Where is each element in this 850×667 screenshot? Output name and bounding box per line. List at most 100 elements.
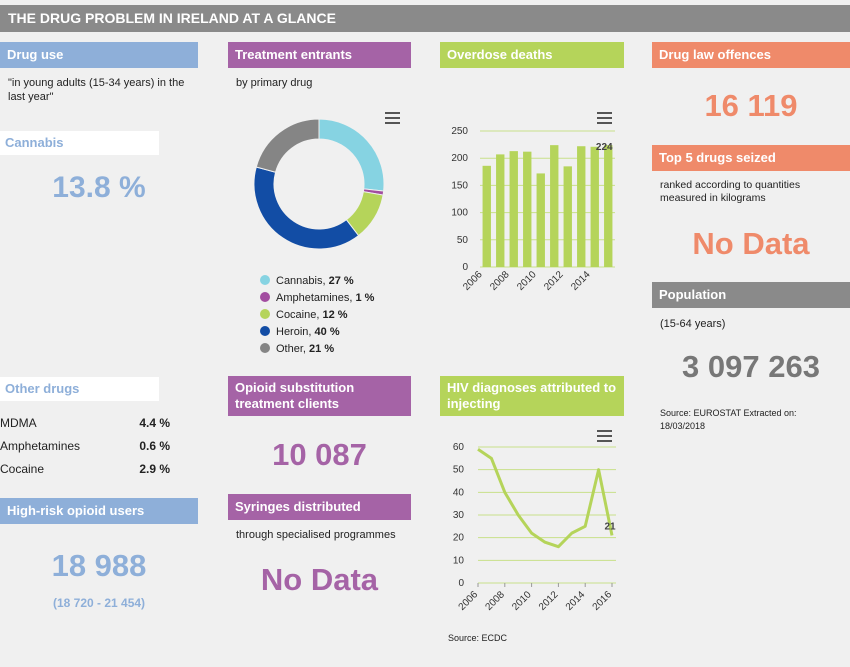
bar[interactable]	[509, 151, 518, 267]
other-drug-value: 4.4 %	[139, 416, 170, 430]
menu-icon[interactable]	[385, 112, 400, 124]
drug-law-value: 16 119	[704, 88, 798, 123]
other-drug-name: MDMA	[0, 416, 37, 430]
legend-label: Amphetamines	[276, 292, 350, 304]
legend-value: 21 %	[309, 343, 335, 355]
x-tick-label: 2012	[542, 269, 566, 293]
seized-value: No Data	[692, 226, 810, 261]
y-tick-label: 40	[453, 487, 465, 498]
y-tick-label: 100	[451, 208, 468, 219]
overdose-header: Overdose deaths	[440, 42, 624, 68]
other-drug-row: MDMA 4.4 %	[0, 416, 170, 430]
y-tick-label: 0	[458, 578, 464, 589]
y-tick-label: 50	[453, 465, 465, 476]
high-risk-range: (18 720 - 21 454)	[52, 596, 146, 610]
seized-subtitle: ranked according to quantities measured …	[660, 179, 801, 204]
legend-item[interactable]: Cannabis, 27 %	[260, 273, 354, 289]
legend-label: Cocaine	[276, 309, 317, 321]
treatment-header: Treatment entrants	[228, 42, 411, 68]
legend-label: Other	[276, 343, 303, 355]
legend-value: 1 %	[355, 292, 375, 304]
menu-icon[interactable]	[597, 430, 612, 442]
bar[interactable]	[590, 146, 599, 267]
cannabis-label: Cannabis	[0, 131, 159, 155]
bar[interactable]	[604, 145, 613, 267]
y-tick-label: 250	[451, 126, 468, 137]
other-drug-value: 2.9 %	[139, 462, 170, 476]
x-tick-label: 2010	[515, 269, 539, 293]
hiv-source: Source: ECDC	[448, 633, 508, 643]
drug-use-desc: "in young adults (15-34 years) in the la…	[8, 77, 185, 103]
syringes-header: Syringes distributed	[228, 494, 411, 520]
legend-dot	[260, 326, 270, 336]
x-tick-label: 2014	[564, 589, 588, 613]
other-drug-name: Amphetamines	[0, 439, 81, 453]
title-bar: THE DRUG PROBLEM IN IRELAND AT A GLANCE	[0, 5, 850, 32]
y-tick-label: 60	[453, 442, 465, 453]
menu-icon[interactable]	[597, 112, 612, 124]
legend-separator: ,	[302, 343, 310, 355]
legend-separator: ,	[316, 309, 323, 321]
donut-slice-heroin[interactable]	[253, 166, 360, 250]
syringes-value: No Data	[260, 562, 379, 597]
y-tick-label: 30	[453, 510, 465, 521]
legend-separator: ,	[308, 326, 315, 338]
page-title: THE DRUG PROBLEM IN IRELAND AT A GLANCE	[8, 10, 336, 26]
bar[interactable]	[577, 146, 586, 267]
legend-item[interactable]: Cocaine, 12 %	[260, 307, 348, 323]
opioid-sub-value: 10 087	[272, 437, 367, 472]
high-risk-value: 18 988	[51, 548, 147, 583]
legend-separator: ,	[349, 292, 356, 304]
hiv-header: HIV diagnoses attributed to injecting	[440, 376, 624, 416]
treatment-subtitle: by primary drug	[236, 77, 313, 89]
x-tick-label: 2008	[488, 269, 512, 293]
donut-slice-cannabis[interactable]	[318, 118, 385, 192]
legend-dot	[260, 275, 270, 285]
hiv-series-line[interactable]	[477, 448, 614, 549]
x-tick-label: 2014	[569, 269, 593, 293]
treatment-donut-chart	[253, 118, 385, 250]
legend-dot	[260, 292, 270, 302]
other-drug-value: 0.6 %	[139, 439, 170, 453]
bar[interactable]	[523, 151, 532, 267]
syringes-subtitle: through specialised programmes	[236, 529, 396, 541]
x-tick-label: 2012	[537, 589, 561, 613]
donut-slice-other[interactable]	[255, 118, 320, 173]
y-tick-label: 10	[453, 555, 465, 566]
legend-item[interactable]: Other, 21 %	[260, 341, 334, 357]
drug-law-header: Drug law offences	[652, 42, 850, 68]
cannabis-value: 13.8 %	[52, 171, 146, 204]
drug-use-header: Drug use	[0, 42, 198, 68]
population-source: Source: EUROSTAT Extracted on: 18/03/201…	[660, 408, 797, 431]
x-tick-label: 2010	[510, 589, 534, 613]
other-drug-row: Cocaine 2.9 %	[0, 462, 170, 476]
legend-item[interactable]: Heroin, 40 %	[260, 324, 340, 340]
legend-value: 12 %	[322, 309, 348, 321]
high-risk-header: High-risk opioid users	[0, 498, 198, 524]
legend-dot	[260, 309, 270, 319]
bar[interactable]	[550, 145, 559, 267]
opioid-sub-header: Opioid substitution treatment clients	[228, 376, 411, 416]
y-tick-label: 200	[451, 153, 468, 164]
legend-value: 40 %	[314, 326, 340, 338]
hiv-line-chart: 0 10 20 30 40 50 60 21 2006 2008 2010 2012 2014 2016	[453, 442, 616, 613]
y-tick-label: 20	[453, 533, 465, 544]
legend-label: Cannabis	[276, 275, 323, 287]
legend-separator: ,	[322, 275, 329, 287]
x-tick-label: 2008	[483, 589, 507, 613]
last-value-label: 21	[604, 521, 616, 532]
x-tick-label: 2006	[457, 589, 481, 613]
bar[interactable]	[482, 165, 491, 267]
bar[interactable]	[563, 166, 572, 267]
other-drug-name: Cocaine	[0, 462, 45, 476]
x-tick-label: 2016	[591, 589, 615, 613]
last-value-label: 224	[596, 142, 613, 153]
legend-dot	[260, 343, 270, 353]
bar[interactable]	[496, 154, 505, 267]
bar[interactable]	[536, 173, 545, 267]
legend-label: Heroin	[276, 326, 309, 338]
population-header: Population	[652, 282, 850, 308]
population-subtitle: (15-64 years)	[660, 318, 726, 330]
legend-item[interactable]: Amphetamines, 1 %	[260, 290, 374, 306]
